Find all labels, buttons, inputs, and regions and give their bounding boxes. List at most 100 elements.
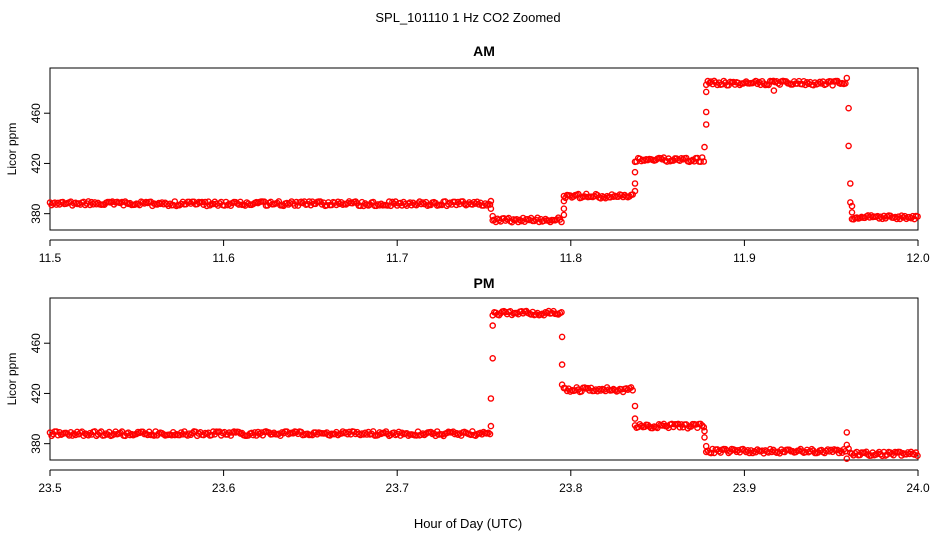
data-point	[558, 381, 566, 389]
x-tick-label: 23.7	[386, 481, 410, 495]
data-point	[560, 197, 568, 205]
panel-title: PM	[474, 275, 495, 291]
data-point	[486, 201, 494, 208]
data-point	[53, 428, 60, 435]
data-point	[189, 429, 196, 437]
y-tick-label: 460	[29, 103, 43, 123]
data-point	[838, 449, 846, 457]
data-point	[786, 446, 793, 454]
data-point	[631, 415, 639, 422]
data-point	[698, 422, 706, 429]
data-point	[843, 74, 851, 82]
data-point	[845, 142, 852, 150]
data-point	[483, 201, 491, 209]
data-point	[457, 432, 465, 439]
y-tick-label: 420	[29, 383, 43, 403]
data-point	[702, 108, 710, 116]
data-point	[558, 333, 566, 341]
data-point	[776, 81, 784, 88]
data-point	[700, 158, 708, 165]
data-point	[765, 449, 772, 456]
data-point	[487, 205, 495, 212]
data-point	[847, 180, 854, 187]
y-tick-label: 420	[29, 153, 43, 173]
data-point	[702, 88, 710, 96]
data-point	[701, 427, 708, 435]
data-point	[770, 87, 778, 94]
data-series	[46, 307, 921, 463]
data-point	[631, 187, 639, 195]
data-point	[720, 77, 728, 85]
data-point	[560, 205, 568, 212]
data-point	[843, 429, 851, 436]
data-point	[487, 395, 495, 402]
data-point	[702, 81, 710, 89]
data-point	[259, 431, 267, 439]
data-point	[898, 212, 905, 219]
panel-title: AM	[473, 43, 495, 59]
x-tick-label: 23.5	[38, 481, 62, 495]
data-point	[208, 431, 215, 439]
data-point	[914, 213, 921, 220]
data-point	[631, 168, 639, 176]
data-point	[725, 449, 732, 457]
y-axis-label: Licor ppm	[5, 123, 19, 176]
data-point	[741, 447, 748, 454]
x-tick-label: 11.6	[212, 251, 235, 265]
data-point	[381, 429, 388, 437]
data-point	[702, 121, 710, 128]
data-point	[358, 198, 366, 206]
data-point	[700, 423, 708, 431]
data-point	[253, 432, 260, 439]
data-point	[101, 431, 108, 439]
data-point	[486, 430, 494, 438]
data-point	[816, 78, 824, 86]
data-point	[558, 308, 565, 316]
data-point	[896, 215, 904, 223]
x-tick-label: 11.5	[39, 251, 62, 265]
y-tick-label: 380	[29, 203, 43, 223]
data-point	[800, 78, 808, 85]
x-tick-label: 12.0	[906, 251, 930, 265]
data-point	[843, 455, 851, 463]
data-point	[487, 197, 495, 205]
data-point	[914, 452, 921, 460]
plot-frame	[49, 297, 919, 461]
data-point	[560, 211, 568, 219]
panel-pm: PM Licor ppm 380 420 460 23.5 23.6 23.7 23.8 23.9…	[5, 275, 930, 495]
x-tick-label: 23.8	[559, 481, 583, 495]
data-point	[489, 354, 497, 362]
data-point	[845, 445, 852, 453]
figure-x-axis-label: Hour of Day (UTC)	[414, 516, 522, 531]
x-tick-label: 23.6	[212, 481, 236, 495]
data-point	[701, 434, 708, 441]
data-point	[542, 215, 549, 223]
data-point	[754, 80, 761, 88]
x-tick-label: 11.9	[733, 251, 756, 265]
data-point	[67, 428, 75, 436]
data-point	[419, 199, 427, 206]
y-axis-label: Licor ppm	[5, 353, 19, 406]
data-point	[629, 386, 637, 394]
data-point	[631, 402, 639, 410]
data-point	[206, 201, 214, 209]
data-point	[339, 428, 347, 435]
data-point	[674, 420, 682, 428]
data-point	[487, 422, 495, 430]
data-point	[489, 322, 497, 329]
plot-frame	[49, 67, 919, 231]
data-point	[631, 180, 639, 187]
x-tick-label: 23.9	[733, 481, 757, 495]
data-point	[235, 428, 243, 436]
data-point	[875, 215, 883, 222]
x-tick-label: 24.0	[906, 481, 930, 495]
y-tick-label: 460	[29, 333, 43, 353]
figure-title: SPL_101110 1 Hz CO2 Zoomed	[375, 10, 560, 25]
data-point	[48, 432, 55, 440]
data-point	[848, 209, 856, 216]
data-point	[808, 445, 816, 453]
data-point	[291, 202, 299, 209]
data-point	[701, 143, 708, 151]
x-tick-label: 11.8	[560, 251, 583, 265]
